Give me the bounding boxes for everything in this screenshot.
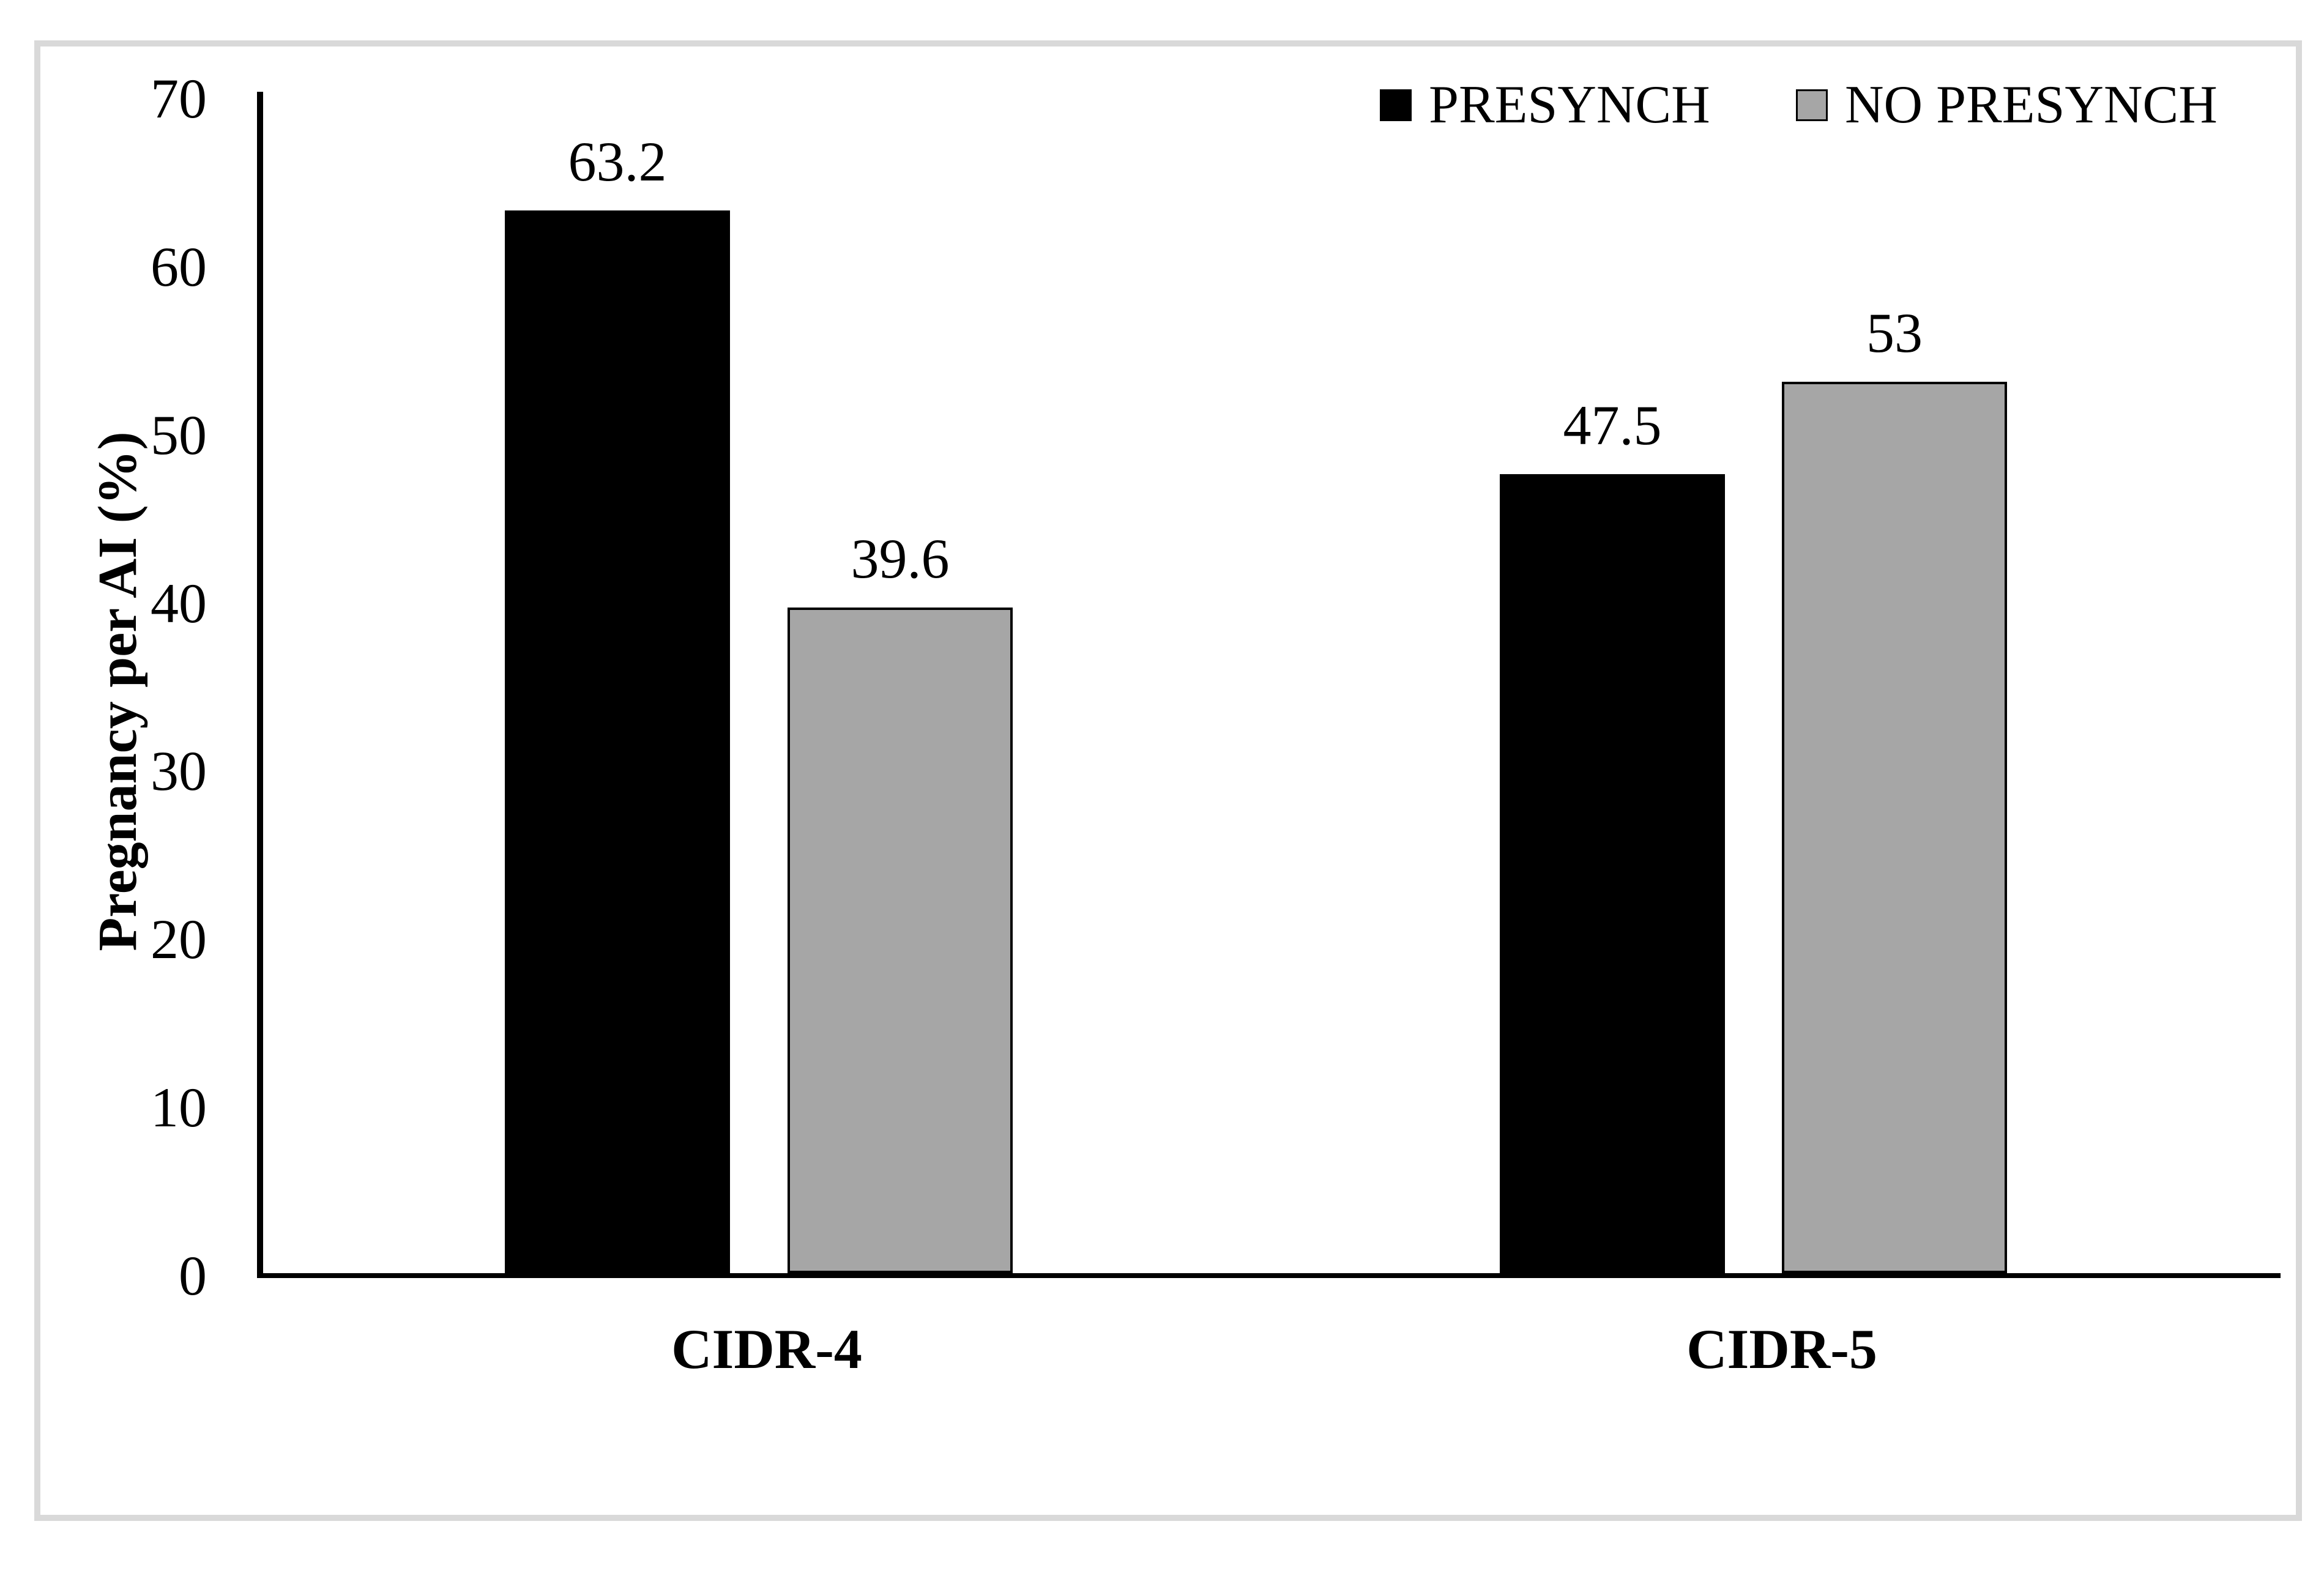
legend-item-presynch: PRESYNCH [1380, 75, 1710, 135]
legend-swatch-presynch [1380, 89, 1412, 121]
y-axis-tick-label-20: 20 [151, 908, 207, 970]
category-label-cidr-5: CIDR-5 [1686, 1318, 1877, 1380]
legend-item-no-presynch: NO PRESYNCH [1796, 75, 2218, 135]
legend-swatch-no-presynch [1796, 89, 1828, 121]
legend-label-presynch: PRESYNCH [1429, 75, 1710, 135]
x-axis-line [257, 1273, 2281, 1278]
y-axis-tick-label-10: 10 [151, 1076, 207, 1139]
bar-value-label-no-presynch-cidr-4: 39.6 [851, 527, 950, 590]
bar-presynch-cidr-4 [505, 210, 730, 1273]
y-axis-tick-label-70: 70 [151, 67, 207, 130]
bar-value-label-presynch-cidr-5: 47.5 [1563, 394, 1662, 456]
bar-value-label-no-presynch-cidr-5: 53 [1866, 302, 1923, 364]
bar-presynch-cidr-5 [1500, 474, 1725, 1273]
bar-no-presynch-cidr-4 [788, 608, 1013, 1273]
category-label-cidr-4: CIDR-4 [671, 1318, 862, 1380]
bar-value-label-presynch-cidr-4: 63.2 [568, 130, 667, 193]
y-axis-title: Pregnancy per AI (%) [88, 431, 148, 951]
y-axis-tick-label-50: 50 [151, 404, 207, 466]
y-axis-tick-label-0: 0 [179, 1244, 207, 1307]
y-axis-tick-label-30: 30 [151, 740, 207, 802]
bar-no-presynch-cidr-5 [1782, 382, 2007, 1273]
y-axis-tick-label-40: 40 [151, 572, 207, 634]
y-axis-tick-label-60: 60 [151, 236, 207, 298]
legend-label-no-presynch: NO PRESYNCH [1845, 75, 2218, 135]
y-axis-line [257, 92, 263, 1278]
